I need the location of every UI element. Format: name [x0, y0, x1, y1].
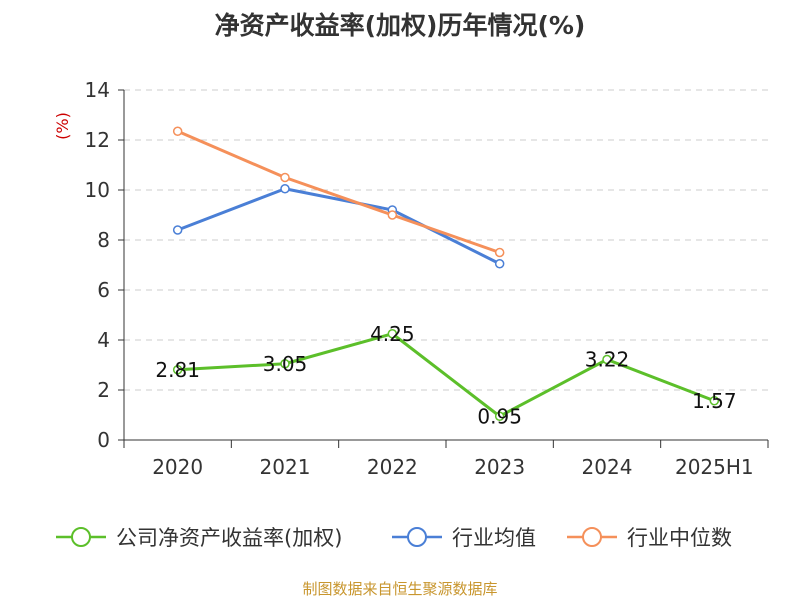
series-2-point [280, 172, 290, 183]
legend-item: 行业中位数 [567, 526, 732, 550]
series-layer [172, 126, 720, 421]
series-0-point [494, 411, 505, 421]
y-tick-label: 10 [85, 178, 110, 202]
legend-marker [71, 527, 91, 547]
y-tick-label: 0 [97, 428, 110, 452]
series-2-point [494, 247, 505, 258]
legend: 公司净资产收益率(加权) 行业均值 行业中位数 [56, 526, 732, 550]
series-0-point [172, 365, 183, 375]
legend-item: 行业均值 [392, 526, 536, 550]
series-1-line [177, 187, 501, 266]
series-1-point [280, 184, 290, 194]
data-label: 2.81 [155, 358, 200, 382]
chart-title: 净资产收益率(加权)历年情况(%) [214, 11, 586, 40]
y-tick-label: 2 [97, 378, 110, 402]
label-layer: 2.81 3.05 4.25 0.95 3.22 1.57 [155, 322, 736, 429]
series-0-point [602, 354, 612, 365]
series-0-point [280, 359, 290, 369]
series-1-point [172, 225, 183, 235]
series-0-point [709, 396, 720, 406]
data-source-note: 制图数据来自恒生聚源数据库 [302, 580, 498, 598]
legend-marker [582, 527, 602, 547]
series-2-point [172, 126, 183, 136]
x-tick-label: 2025H1 [675, 455, 754, 479]
data-label: 4.25 [370, 322, 415, 346]
data-label: 1.57 [692, 389, 737, 413]
y-tick-label: 8 [97, 228, 110, 252]
x-tick-label: 2022 [367, 455, 418, 479]
y-tick-label: 12 [85, 128, 110, 152]
axis-layer: 0 2 4 6 8 10 12 14 2020 2021 2022 2023 2024 2025H1 (%) [53, 78, 769, 479]
legend-label: 行业中位数 [627, 526, 732, 550]
legend-marker [407, 527, 427, 547]
y-tick-label: 14 [85, 78, 110, 102]
series-2-point [387, 210, 398, 220]
series-2-line [177, 129, 501, 254]
x-tick-label: 2021 [260, 455, 311, 479]
x-tick-label: 2020 [152, 455, 203, 479]
grid-layer [124, 89, 768, 391]
series-0-line [177, 332, 715, 418]
y-tick-label: 4 [97, 328, 110, 352]
series-0-point [387, 329, 398, 339]
data-label: 0.95 [477, 404, 522, 428]
y-tick-label: 6 [97, 278, 110, 302]
y-unit-label: (%) [53, 112, 72, 140]
x-tick-label: 2024 [582, 455, 633, 479]
data-label: 3.05 [263, 352, 308, 376]
legend-label: 公司净资产收益率(加权) [116, 526, 342, 550]
data-label: 3.22 [585, 348, 630, 372]
x-tick-label: 2023 [474, 455, 525, 479]
series-1-point [494, 259, 505, 269]
legend-item: 公司净资产收益率(加权) [56, 526, 342, 550]
legend-label: 行业均值 [452, 526, 536, 550]
